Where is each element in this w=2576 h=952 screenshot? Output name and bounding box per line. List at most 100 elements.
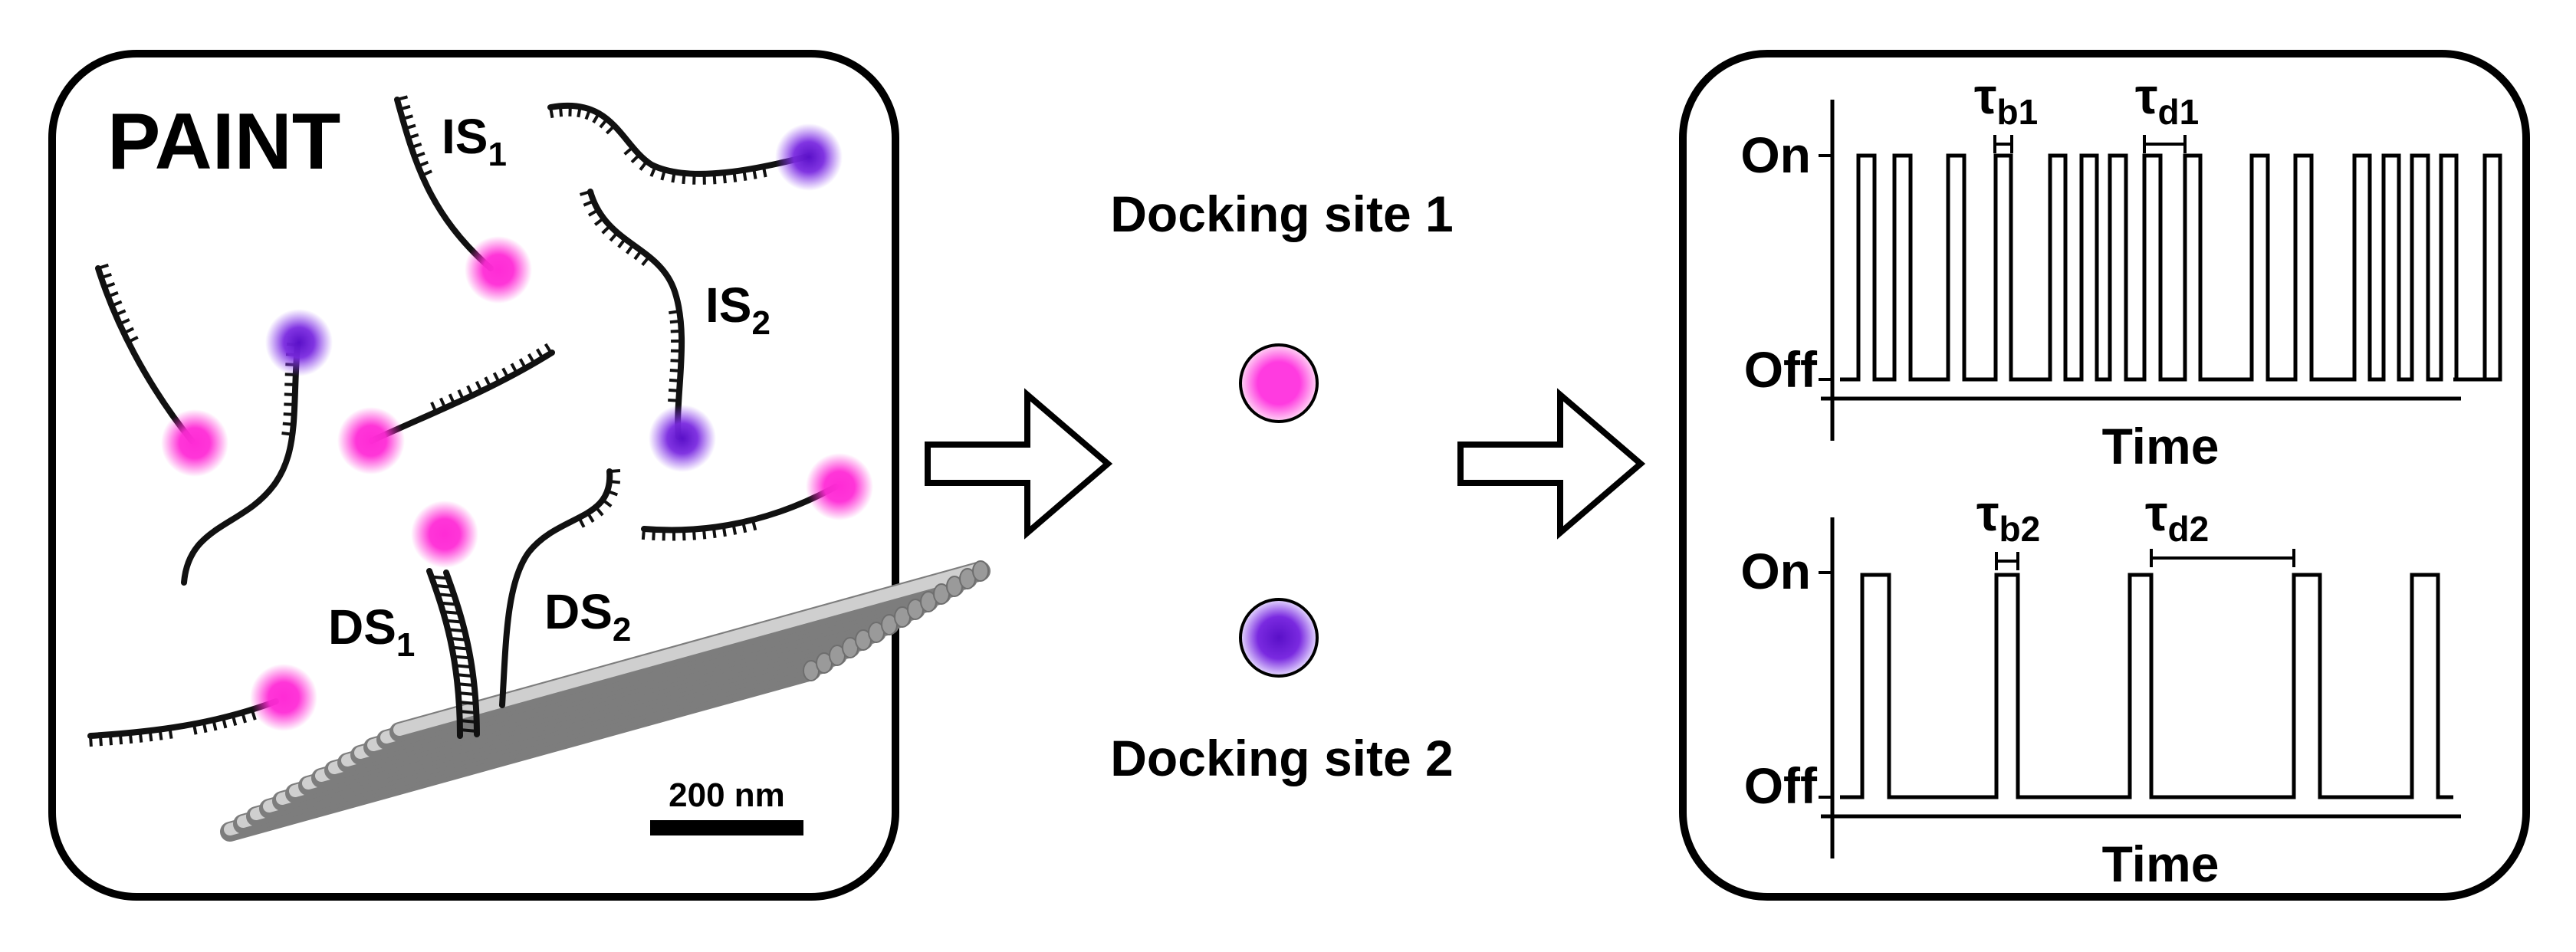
- base-tick: [89, 735, 93, 747]
- base-tick: [742, 169, 748, 182]
- base-tick: [402, 114, 413, 120]
- base-tick: [761, 166, 767, 178]
- base-tick: [586, 511, 595, 523]
- violet-dye: [649, 405, 716, 472]
- arrow-1: [925, 388, 1113, 540]
- base-tick: [741, 521, 748, 533]
- base-tick: [583, 199, 595, 207]
- base-tick: [605, 124, 616, 135]
- base-tick: [579, 190, 591, 196]
- base-tick: [475, 380, 483, 392]
- base-tick: [625, 244, 635, 254]
- base-tick: [593, 217, 605, 226]
- base-tick: [670, 329, 682, 333]
- magenta-dye: [337, 407, 405, 474]
- trace-1-on-label: On: [1740, 126, 1811, 183]
- base-tick: [202, 721, 208, 734]
- docking-site-1-label: Docking site 1: [1110, 185, 1453, 242]
- base-tick: [623, 146, 634, 156]
- base-tick: [284, 402, 295, 406]
- base-tick: [222, 717, 228, 729]
- base-tick: [732, 171, 738, 182]
- base-pair-rung: [440, 601, 458, 606]
- base-pair-rung: [447, 628, 465, 633]
- base-pair-rung: [457, 682, 475, 688]
- is1-label: IS1: [442, 109, 507, 173]
- origami-rod-cap: [972, 560, 989, 582]
- docking-strand-1-complement: [443, 570, 480, 737]
- base-tick: [594, 506, 604, 517]
- base-tick: [484, 376, 492, 388]
- tau-b2-marker: [1995, 552, 2019, 570]
- imager-strand-4: [181, 342, 301, 586]
- magenta-dye: [465, 236, 532, 304]
- origami-rod-bundle: [220, 560, 991, 842]
- trace-1-signal: [1840, 153, 2502, 382]
- base-tick: [448, 393, 456, 405]
- base-tick: [668, 398, 679, 402]
- base-tick: [599, 118, 609, 129]
- docking-sites: Docking site 1 Docking site 2: [1110, 185, 1453, 786]
- base-pair-rung: [434, 583, 452, 589]
- base-tick: [692, 529, 696, 540]
- base-tick: [100, 272, 112, 280]
- base-tick: [630, 153, 641, 164]
- base-pair-rung: [453, 655, 471, 660]
- magenta-dye: [806, 453, 873, 520]
- trace-2-on-label: On: [1740, 543, 1811, 599]
- base-tick: [128, 732, 133, 744]
- base-tick: [641, 528, 646, 540]
- base-tick: [97, 263, 109, 270]
- base-tick: [660, 169, 666, 181]
- imager-strand-2: [547, 102, 808, 177]
- traces-panel: On Off Time τb1 τd1 On O: [1679, 50, 2530, 901]
- base-tick: [606, 489, 619, 497]
- base-tick: [104, 281, 116, 289]
- base-tick: [407, 133, 419, 140]
- base-tick: [670, 359, 682, 363]
- base-tick: [669, 310, 680, 315]
- base-tick: [108, 734, 113, 746]
- trace-2-time-label: Time: [2102, 835, 2220, 892]
- base-tick: [283, 412, 294, 416]
- base-pair-rung: [458, 701, 476, 705]
- base-tick: [457, 389, 465, 401]
- imager-strand-6: [587, 189, 685, 440]
- base-pair-rung: [442, 610, 461, 616]
- base-tick: [584, 108, 592, 120]
- base-pair-rung: [455, 664, 472, 669]
- base-tick: [98, 735, 103, 747]
- tau-d1-marker: [2143, 135, 2187, 153]
- base-pair-rung: [452, 645, 469, 651]
- base-tick: [639, 160, 649, 171]
- imager-strand-1: [394, 97, 494, 271]
- is2-label: IS2: [705, 277, 770, 342]
- base-tick: [671, 171, 676, 183]
- arrow-2: [1457, 388, 1646, 540]
- docking-strand-2: [499, 468, 613, 708]
- base-tick: [282, 422, 294, 426]
- base-tick: [110, 300, 123, 307]
- base-pair-rung: [437, 593, 455, 598]
- base-tick: [114, 309, 127, 317]
- base-tick: [250, 709, 257, 721]
- base-tick: [466, 385, 474, 396]
- base-tick: [518, 358, 527, 369]
- ds1-label: DS1: [328, 599, 415, 664]
- base-tick: [669, 369, 681, 373]
- base-tick: [241, 711, 247, 724]
- magenta-dye: [161, 409, 228, 477]
- trace-1-off-label: Off: [1744, 341, 1818, 398]
- base-tick: [281, 431, 293, 436]
- base-tick: [609, 479, 621, 484]
- base-tick: [682, 172, 686, 185]
- base-tick: [399, 104, 411, 111]
- base-pair-rung: [459, 727, 478, 733]
- base-pair-rung: [455, 673, 474, 678]
- base-tick: [119, 318, 130, 326]
- base-tick: [544, 343, 553, 354]
- base-tick: [601, 498, 613, 508]
- base-tick: [527, 353, 536, 365]
- base-tick: [439, 397, 447, 409]
